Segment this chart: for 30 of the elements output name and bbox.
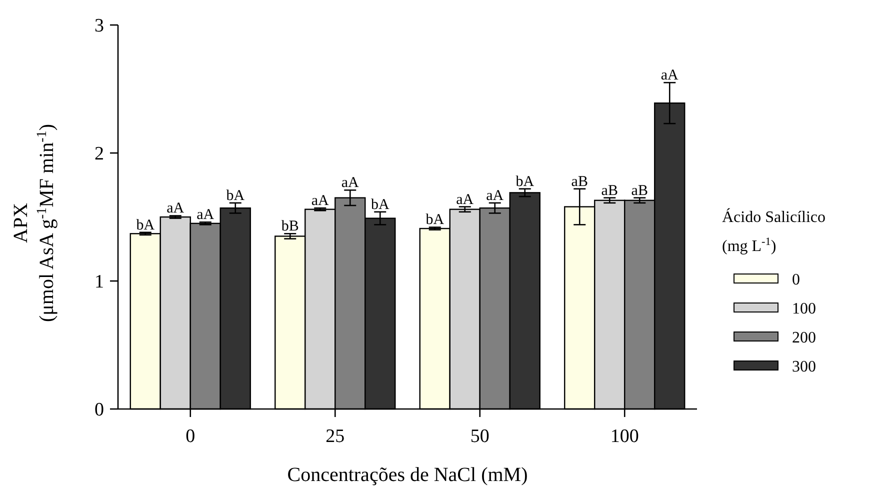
data-label: aB <box>631 182 648 199</box>
legend-label: 0 <box>792 272 800 289</box>
x-tick-label: 100 <box>610 426 639 447</box>
x-tick-label: 0 <box>186 426 196 447</box>
legend-label: 300 <box>792 358 816 376</box>
data-label: aA <box>311 193 330 210</box>
y-tick-label: 3 <box>94 16 104 37</box>
data-label: bA <box>426 212 444 228</box>
legend-title: Ácido Salicílico (mg L$^{-1}$) <box>722 208 826 255</box>
data-label: aA <box>196 207 214 224</box>
y-tick-label: 1 <box>94 272 104 293</box>
y-tick-label: 2 <box>94 144 104 165</box>
data-label: bA <box>516 174 534 190</box>
data-label: aA <box>486 188 504 204</box>
data-label: aB <box>571 174 588 190</box>
data-label: bB <box>281 218 299 235</box>
x-axis-title: Concentrações de NaCl (mM) <box>287 464 528 486</box>
data-label: bA <box>370 196 390 213</box>
x-tick-label: 25 <box>326 426 345 447</box>
data-label: bA <box>136 217 155 234</box>
x-tick-label: 50 <box>470 426 490 447</box>
legend-label: 200 <box>792 330 816 347</box>
data-label: aB <box>601 182 618 199</box>
data-label: bA <box>226 188 245 204</box>
legend-label: 100 <box>792 300 816 318</box>
data-label: aA <box>166 200 184 217</box>
data-label: aA <box>660 68 679 84</box>
data-label: aA <box>341 175 360 192</box>
y-tick-label: 0 <box>94 400 104 421</box>
data-label: aA <box>456 192 474 208</box>
